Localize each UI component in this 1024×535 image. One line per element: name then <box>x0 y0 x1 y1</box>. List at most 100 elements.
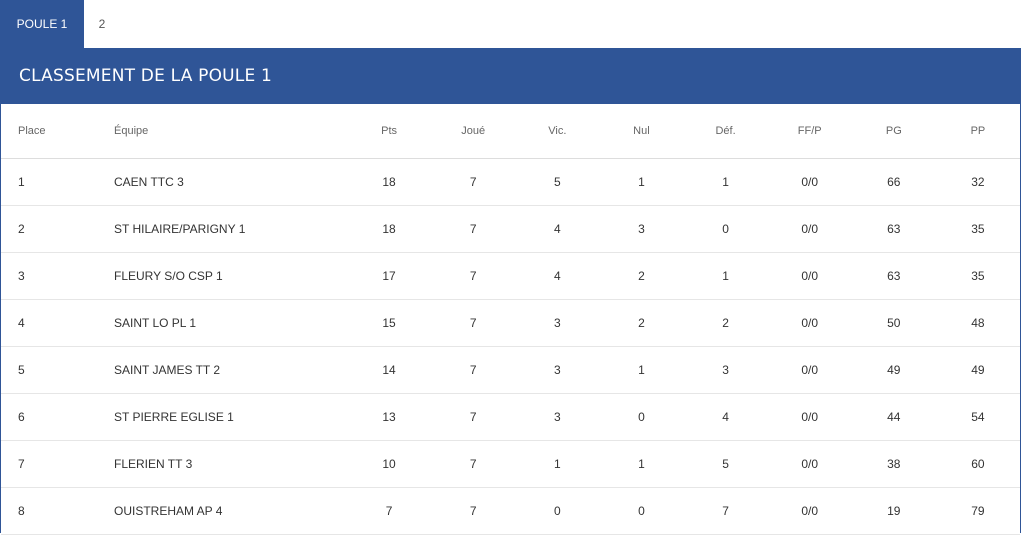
cell-team: FLERIEN TT 3 <box>97 440 347 488</box>
cell-wins: 0 <box>515 487 600 535</box>
cell-place: 4 <box>1 299 97 347</box>
header-points: Pts <box>347 104 432 159</box>
cell-place: 2 <box>1 205 97 253</box>
cell-forfeits: 0/0 <box>767 299 852 347</box>
header-losses: Déf. <box>683 104 768 159</box>
table-row: 4 SAINT LO PL 1 15 7 3 2 2 0/0 50 48 <box>1 299 1020 347</box>
cell-points: 13 <box>347 393 432 441</box>
cell-forfeits: 0/0 <box>767 393 852 441</box>
standings-table: Place Équipe Pts Joué Vic. Nul Déf. FF/P… <box>1 104 1020 535</box>
poule-tabs: POULE 1 2 <box>0 0 1024 48</box>
header-place: Place <box>1 104 97 159</box>
cell-losses: 7 <box>683 487 768 535</box>
cell-losses: 3 <box>683 346 768 394</box>
cell-played: 7 <box>431 252 516 300</box>
table-row: 8 OUISTREHAM AP 4 7 7 0 0 7 0/0 19 79 <box>1 487 1020 535</box>
header-draws: Nul <box>599 104 684 159</box>
cell-games-won: 63 <box>851 205 936 253</box>
header-wins: Vic. <box>515 104 600 159</box>
cell-games-lost: 79 <box>935 487 1020 535</box>
cell-points: 14 <box>347 346 432 394</box>
cell-played: 7 <box>431 440 516 488</box>
cell-points: 10 <box>347 440 432 488</box>
cell-place: 3 <box>1 252 97 300</box>
cell-team: ST HILAIRE/PARIGNY 1 <box>97 205 347 253</box>
cell-draws: 0 <box>599 393 684 441</box>
cell-team: CAEN TTC 3 <box>97 158 347 206</box>
panel-title: CLASSEMENT DE LA POULE 1 <box>1 48 1020 104</box>
cell-forfeits: 0/0 <box>767 158 852 206</box>
cell-games-won: 66 <box>851 158 936 206</box>
cell-played: 7 <box>431 299 516 347</box>
cell-draws: 0 <box>599 487 684 535</box>
cell-games-won: 49 <box>851 346 936 394</box>
cell-wins: 4 <box>515 252 600 300</box>
cell-losses: 5 <box>683 440 768 488</box>
cell-draws: 1 <box>599 158 684 206</box>
cell-wins: 3 <box>515 346 600 394</box>
cell-draws: 2 <box>599 299 684 347</box>
cell-place: 1 <box>1 158 97 206</box>
header-played: Joué <box>431 104 516 159</box>
cell-draws: 1 <box>599 440 684 488</box>
cell-games-lost: 35 <box>935 252 1020 300</box>
table-row: 6 ST PIERRE EGLISE 1 13 7 3 0 4 0/0 44 54 <box>1 393 1020 441</box>
cell-games-won: 63 <box>851 252 936 300</box>
cell-forfeits: 0/0 <box>767 346 852 394</box>
cell-played: 7 <box>431 393 516 441</box>
standings-panel: CLASSEMENT DE LA POULE 1 Place Équipe Pt… <box>0 48 1021 535</box>
cell-forfeits: 0/0 <box>767 487 852 535</box>
cell-losses: 0 <box>683 205 768 253</box>
cell-games-lost: 32 <box>935 158 1020 206</box>
cell-team: ST PIERRE EGLISE 1 <box>97 393 347 441</box>
cell-games-won: 50 <box>851 299 936 347</box>
header-games-lost: PP <box>935 104 1020 159</box>
cell-wins: 3 <box>515 299 600 347</box>
cell-games-lost: 60 <box>935 440 1020 488</box>
cell-place: 5 <box>1 346 97 394</box>
cell-games-lost: 54 <box>935 393 1020 441</box>
cell-team: SAINT LO PL 1 <box>97 299 347 347</box>
header-games-won: PG <box>851 104 936 159</box>
table-row: 1 CAEN TTC 3 18 7 5 1 1 0/0 66 32 <box>1 158 1020 206</box>
table-header-row: Place Équipe Pts Joué Vic. Nul Déf. FF/P… <box>1 104 1020 159</box>
cell-forfeits: 0/0 <box>767 205 852 253</box>
tab-poule-1[interactable]: POULE 1 <box>0 0 84 48</box>
cell-losses: 4 <box>683 393 768 441</box>
cell-place: 8 <box>1 487 97 535</box>
table-row: 2 ST HILAIRE/PARIGNY 1 18 7 4 3 0 0/0 63 35 <box>1 205 1020 253</box>
cell-wins: 1 <box>515 440 600 488</box>
header-forfeits: FF/P <box>767 104 852 159</box>
cell-wins: 4 <box>515 205 600 253</box>
header-team: Équipe <box>97 104 347 159</box>
cell-played: 7 <box>431 346 516 394</box>
table-row: 5 SAINT JAMES TT 2 14 7 3 1 3 0/0 49 49 <box>1 346 1020 394</box>
cell-team: OUISTREHAM AP 4 <box>97 487 347 535</box>
cell-forfeits: 0/0 <box>767 440 852 488</box>
cell-points: 18 <box>347 205 432 253</box>
cell-games-won: 38 <box>851 440 936 488</box>
cell-place: 7 <box>1 440 97 488</box>
cell-forfeits: 0/0 <box>767 252 852 300</box>
cell-played: 7 <box>431 158 516 206</box>
tab-poule-2[interactable]: 2 <box>84 0 120 48</box>
table-row: 7 FLERIEN TT 3 10 7 1 1 5 0/0 38 60 <box>1 440 1020 488</box>
cell-points: 15 <box>347 299 432 347</box>
cell-draws: 1 <box>599 346 684 394</box>
standings-body: 1 CAEN TTC 3 18 7 5 1 1 0/0 66 32 2 ST HILAIRE/PARI… <box>1 158 1020 535</box>
cell-wins: 3 <box>515 393 600 441</box>
cell-points: 18 <box>347 158 432 206</box>
cell-played: 7 <box>431 205 516 253</box>
cell-games-lost: 49 <box>935 346 1020 394</box>
cell-place: 6 <box>1 393 97 441</box>
cell-losses: 1 <box>683 158 768 206</box>
cell-games-won: 19 <box>851 487 936 535</box>
table-row: 3 FLEURY S/O CSP 1 17 7 4 2 1 0/0 63 35 <box>1 252 1020 300</box>
cell-points: 7 <box>347 487 432 535</box>
cell-wins: 5 <box>515 158 600 206</box>
cell-losses: 1 <box>683 252 768 300</box>
cell-team: SAINT JAMES TT 2 <box>97 346 347 394</box>
cell-draws: 2 <box>599 252 684 300</box>
cell-games-won: 44 <box>851 393 936 441</box>
cell-games-lost: 35 <box>935 205 1020 253</box>
